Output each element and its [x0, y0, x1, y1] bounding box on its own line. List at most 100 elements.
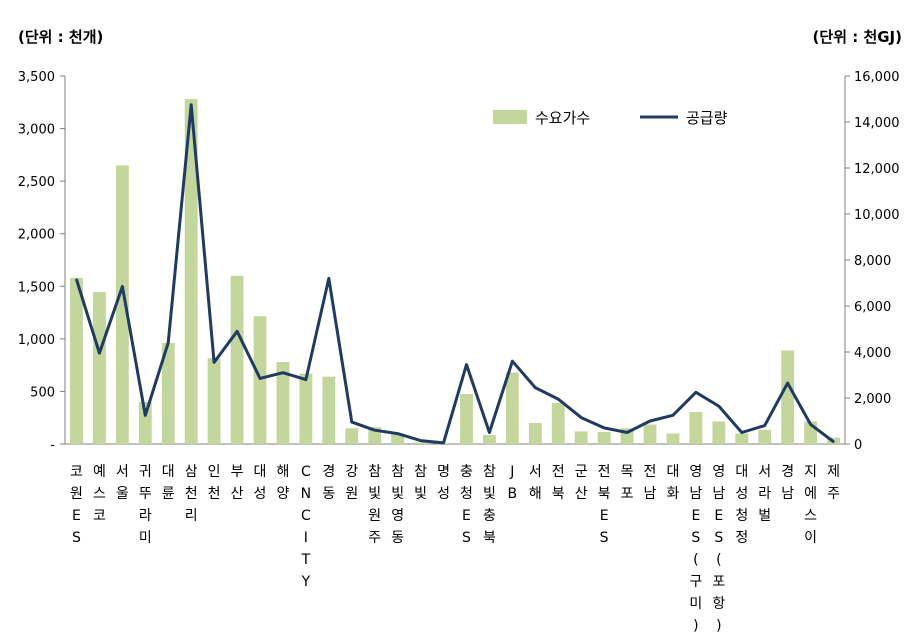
category-label-char: 성 — [254, 486, 267, 502]
category-label-char: 참 — [368, 464, 381, 480]
category-label-char: 해 — [529, 486, 542, 502]
category-label-char: 강 — [345, 464, 358, 480]
category-label-char: C — [301, 464, 311, 480]
line-point-17 — [442, 441, 445, 445]
category-label-char: ( — [693, 552, 698, 568]
category-label-char: 이 — [804, 530, 817, 546]
category-label-char: 영 — [689, 464, 702, 480]
category-label-char: 지 — [804, 464, 817, 480]
category-label-char: 대 — [254, 464, 267, 480]
line-point-1 — [75, 278, 78, 281]
category-label-char: ) — [693, 618, 698, 634]
category-label-char: 인 — [208, 464, 221, 480]
bar-23 — [574, 431, 588, 444]
category-label-char: 남 — [689, 486, 702, 502]
bar-21 — [528, 422, 542, 444]
category-label-char: I — [304, 530, 308, 546]
category-label-char: 목 — [621, 464, 634, 480]
category-label-char: 정 — [735, 530, 748, 546]
left-axis-tick-label: 3,500 — [18, 70, 55, 85]
category-label-char: S — [691, 530, 700, 546]
category-label-char: 남 — [781, 486, 794, 502]
category-label-char: 화 — [666, 486, 679, 502]
category-label-char: 북 — [483, 530, 496, 546]
category-label-char: 부 — [231, 464, 244, 480]
line-point-13 — [350, 420, 353, 424]
category-label-char: 영 — [391, 508, 404, 524]
category-label-char: 주 — [827, 486, 840, 502]
bar-2 — [92, 292, 106, 444]
category-label-char: S — [600, 530, 609, 546]
category-label-char: 군 — [575, 464, 588, 480]
line-point-18 — [465, 363, 468, 366]
right-axis-tick-label: 8,000 — [854, 254, 891, 269]
bar-5 — [161, 343, 175, 444]
category-label-char: 대 — [162, 464, 175, 480]
left-axis-ticks: - 500 1,000 1,500 2,000 2,500 3,000 3,500 — [18, 70, 65, 453]
right-axis-tick-label: 10,000 — [854, 208, 900, 223]
category-label-char: 뚜 — [139, 486, 152, 502]
legend: 수요가수 공급량 — [493, 109, 728, 127]
line-point-11 — [304, 378, 308, 381]
right-axis-unit: (단위 : 천GJ) — [812, 28, 902, 46]
bar-8 — [230, 275, 244, 444]
category-label-char: 주 — [368, 530, 381, 546]
bar-6 — [184, 99, 198, 444]
category-label-char: 대 — [735, 464, 748, 480]
left-axis-tick-label: 2,000 — [18, 228, 55, 243]
line-point-8 — [235, 330, 239, 333]
category-label-char: 미 — [689, 596, 702, 612]
line-point-16 — [419, 439, 422, 442]
bar-30 — [735, 433, 749, 444]
category-label-char: 전 — [644, 464, 657, 480]
category-label-char: 청 — [735, 508, 748, 524]
category-label-char: J — [509, 464, 514, 480]
right-axis-tick-label: 16,000 — [854, 70, 900, 85]
category-label-char: 귀 — [139, 464, 152, 480]
category-label-char: 미 — [139, 530, 152, 546]
left-axis-tick-label: 500 — [30, 385, 55, 400]
line-point-25 — [625, 431, 629, 434]
category-label-char: 전 — [552, 464, 565, 480]
line-point-3 — [121, 285, 124, 288]
line-point-26 — [648, 419, 652, 423]
line-point-20 — [511, 360, 514, 363]
category-label-char: 천 — [208, 486, 221, 502]
category-labels: 코원ES예스코서울귀뚜라미대륜삼천리인천부산대성해양CNCITY경동강원참빛원주… — [70, 464, 840, 634]
line-series — [75, 103, 835, 445]
category-label-char: 참 — [483, 464, 496, 480]
right-axis-tick-label: 6,000 — [854, 300, 891, 315]
category-label-char: N — [301, 486, 311, 502]
bar-19 — [482, 435, 496, 444]
bar-series — [70, 99, 840, 444]
category-label-char: ) — [716, 618, 721, 634]
right-axis-ticks: 0 2,000 4,000 6,000 8,000 10,000 12,000 14,000 1… — [845, 70, 900, 453]
bar-32 — [781, 350, 795, 444]
category-label-char: B — [508, 486, 518, 502]
category-label-char: E — [72, 508, 81, 524]
category-label-char: 라 — [758, 486, 771, 502]
category-label-char: 청 — [460, 486, 473, 502]
line-point-7 — [212, 361, 216, 364]
line-point-29 — [717, 404, 721, 408]
right-axis-tick-label: 12,000 — [854, 162, 900, 177]
line-point-14 — [373, 429, 376, 432]
legend-line-label: 공급량 — [686, 109, 728, 127]
bar-11 — [299, 373, 313, 444]
category-label-char: 제 — [827, 464, 840, 480]
bar-29 — [712, 421, 726, 444]
line-point-6 — [189, 103, 193, 106]
category-label-char: 원 — [368, 508, 381, 524]
right-axis-tick-label: 4,000 — [854, 346, 891, 361]
category-label-char: 리 — [185, 508, 198, 524]
line-point-9 — [258, 377, 262, 380]
bar-9 — [253, 316, 267, 444]
category-label-char: 코 — [70, 464, 83, 480]
category-label-char: 포 — [712, 574, 725, 590]
category-label-char: 양 — [276, 486, 289, 502]
left-axis-tick-label: 1,500 — [18, 280, 55, 295]
bar-12 — [322, 376, 336, 444]
bar-16 — [414, 442, 428, 444]
category-label-char: 스 — [804, 508, 817, 524]
